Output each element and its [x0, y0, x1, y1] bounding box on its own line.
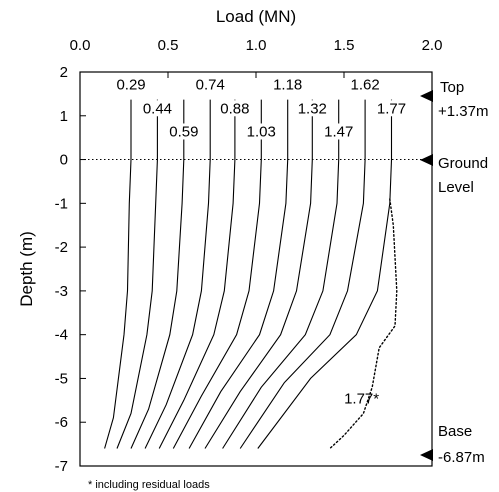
- y-axis-title: Depth (m): [17, 231, 36, 307]
- curve-label-background: [322, 123, 355, 140]
- curve-label-background: [296, 100, 329, 117]
- curve-label-background: [218, 100, 251, 117]
- annotation-ground: Ground: [438, 155, 488, 172]
- curve-label: 1.77: [377, 100, 406, 117]
- annotation-base: Base: [438, 423, 472, 440]
- curve-label-background: [141, 100, 174, 117]
- load-curve: [158, 99, 236, 449]
- y-tick-label: -3: [55, 283, 68, 300]
- curve-label-background: [375, 100, 408, 117]
- y-tick-label: 1: [60, 108, 68, 125]
- curve-label: 1.62: [351, 77, 380, 94]
- annotation-top: Top: [440, 79, 464, 96]
- x-axis-title: Load (MN): [216, 7, 296, 26]
- base-marker-arrow: [420, 449, 433, 461]
- load-curve: [188, 99, 289, 449]
- y-tick-label: -5: [55, 370, 68, 387]
- footnote: * including residual loads: [88, 479, 210, 491]
- load-curve: [204, 99, 313, 449]
- x-tick-label: 1.5: [334, 37, 355, 54]
- x-tick-label: 1.0: [246, 37, 267, 54]
- annotation-level: Level: [438, 179, 474, 196]
- residual-load-curve: [329, 198, 398, 450]
- curve-label-background: [167, 123, 200, 140]
- annotation-base-elevation: -6.87m: [438, 449, 485, 466]
- load-curve: [239, 99, 366, 449]
- curve-label: 1.03: [247, 123, 276, 140]
- curve-label-background: [115, 76, 148, 93]
- y-tick-label: -1: [55, 195, 68, 212]
- y-tick-label: 0: [60, 152, 68, 169]
- annotation-top-elevation: +1.37m: [438, 103, 488, 120]
- y-tick-label: -7: [55, 458, 68, 475]
- load-curve: [144, 99, 211, 449]
- curve-label: 0.29: [116, 77, 145, 94]
- curve-label: 1.77*: [344, 391, 379, 408]
- x-tick-label: 0.5: [158, 37, 179, 54]
- curve-label: 1.18: [273, 77, 302, 94]
- y-tick-label: 2: [60, 64, 68, 81]
- load-curve: [130, 99, 185, 449]
- load-curve: [172, 99, 262, 449]
- curve-label: 0.74: [196, 77, 225, 94]
- load-curve: [116, 99, 158, 449]
- curve-label-background: [194, 76, 227, 93]
- curve-label: 0.88: [220, 100, 249, 117]
- load-curve: [104, 99, 132, 449]
- top-marker-arrow: [420, 90, 433, 102]
- curve-label: 1.47: [324, 123, 353, 140]
- y-tick-label: -2: [55, 239, 68, 256]
- x-tick-label: 2.0: [422, 37, 443, 54]
- curve-label-background: [349, 76, 382, 93]
- x-tick-label: 0.0: [70, 37, 91, 54]
- ground-marker-arrow: [420, 154, 433, 166]
- curve-label-background: [271, 76, 304, 93]
- load-curve: [257, 99, 393, 449]
- y-tick-label: -4: [55, 327, 68, 344]
- curve-label: 0.44: [143, 100, 172, 117]
- curve-label-background: [245, 123, 278, 140]
- y-tick-label: -6: [55, 414, 68, 431]
- curve-label: 0.59: [169, 123, 198, 140]
- curve-label: 1.32: [298, 100, 327, 117]
- load-curve: [222, 99, 340, 449]
